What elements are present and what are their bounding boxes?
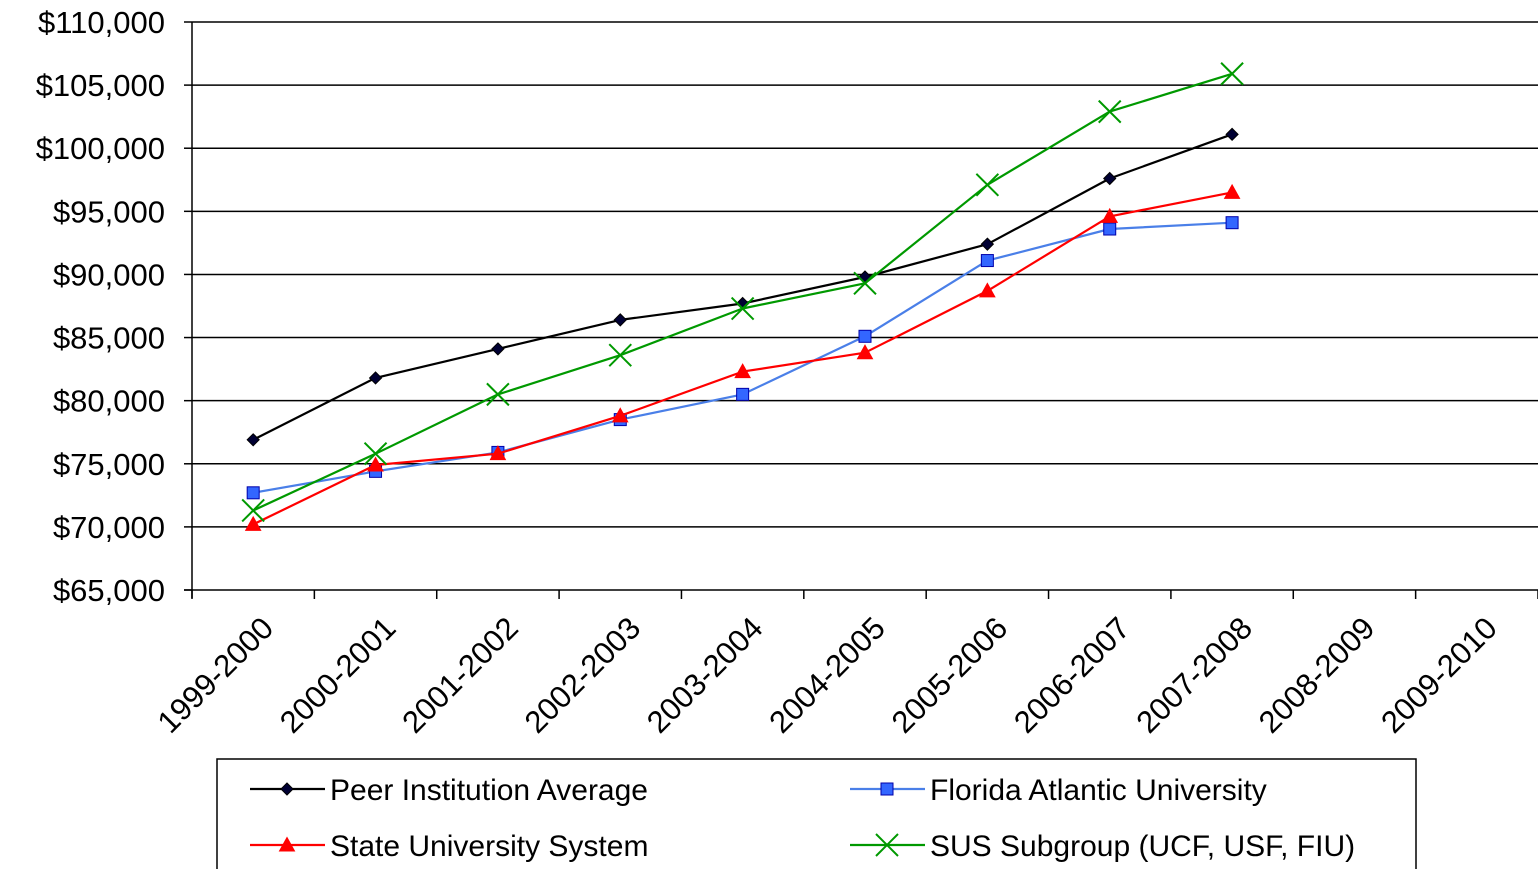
y-tick-label: $90,000	[53, 257, 165, 292]
data-point	[858, 329, 872, 343]
legend-item: Florida Atlantic University	[850, 774, 1267, 807]
y-tick-label: $95,000	[53, 194, 165, 229]
series-group	[241, 62, 1244, 531]
axes	[184, 21, 1538, 599]
data-point	[736, 387, 750, 401]
data-point	[367, 456, 384, 472]
legend-marker	[875, 833, 899, 857]
data-point	[1220, 62, 1244, 86]
series-1	[246, 216, 1239, 500]
data-point	[613, 313, 627, 327]
x-tick-label: 2008-2009	[1252, 610, 1382, 740]
data-point	[1098, 99, 1122, 124]
legend-marker	[880, 782, 894, 796]
x-tick-label: 2000-2001	[273, 610, 403, 740]
data-point	[979, 282, 996, 298]
x-tick-label: 2001-2002	[395, 610, 525, 740]
y-tick-label: $65,000	[53, 573, 165, 608]
x-tick-label: 2009-2010	[1374, 610, 1504, 740]
data-point	[246, 433, 260, 447]
data-point	[853, 271, 877, 295]
legend-label: Florida Atlantic University	[930, 774, 1267, 807]
series-line	[253, 221, 1233, 494]
data-point	[730, 296, 755, 321]
x-tick-label: 2002-2003	[518, 610, 648, 740]
data-point	[246, 486, 260, 500]
x-tick-label: 2003-2004	[640, 610, 770, 740]
legend-marker	[280, 782, 294, 796]
data-point	[489, 445, 507, 461]
y-tick-label: $70,000	[53, 510, 165, 545]
x-tick-label: 2004-2005	[762, 610, 892, 740]
y-tick-label: $100,000	[36, 131, 165, 166]
series-3	[241, 62, 1244, 523]
legend-item: State University System	[250, 830, 648, 863]
legend-item: Peer Institution Average	[250, 774, 648, 807]
y-tick-labels: $65,000 $70,000 $75,000 $80,000 $85,000 $90,0…	[36, 5, 165, 608]
y-tick-label: $110,000	[38, 5, 165, 40]
data-point	[1225, 216, 1239, 230]
data-point	[734, 363, 751, 379]
legend-item: SUS Subgroup (UCF, USF, FIU)	[850, 830, 1355, 863]
data-point	[1103, 222, 1117, 236]
data-point	[1101, 207, 1119, 223]
y-tick-label: $105,000	[36, 68, 165, 103]
data-point	[363, 441, 388, 466]
x-tick-label: 2005-2006	[885, 610, 1015, 740]
legend-label: SUS Subgroup (UCF, USF, FIU)	[930, 830, 1355, 863]
y-tick-label: $75,000	[53, 447, 165, 482]
y-tick-label: $85,000	[53, 321, 165, 356]
x-tick-label: 2007-2008	[1129, 610, 1259, 740]
data-point	[1103, 171, 1117, 186]
data-point	[856, 344, 874, 360]
legend: Peer Institution Average Florida Atlantic…	[216, 758, 1417, 869]
legend-box	[216, 758, 1417, 869]
data-point	[486, 382, 510, 407]
series-line	[252, 191, 1233, 526]
series-2	[244, 183, 1241, 531]
data-point	[611, 407, 629, 423]
data-point	[980, 237, 995, 251]
series-line	[252, 72, 1233, 512]
data-point	[1225, 127, 1239, 142]
y-tick-label: $80,000	[53, 384, 165, 419]
x-tick-labels: 1999-20002000-20012001-20022002-20032003…	[151, 610, 1504, 740]
data-point	[980, 254, 994, 268]
data-point	[368, 371, 383, 385]
data-point	[241, 498, 265, 523]
x-tick-label: 2006-2007	[1007, 610, 1137, 740]
legend-label: Peer Institution Average	[330, 774, 648, 807]
data-point	[975, 173, 1000, 197]
x-tick-label: 1999-2000	[151, 610, 281, 740]
legend-marker	[278, 836, 296, 852]
data-point	[1223, 183, 1241, 199]
data-point	[491, 342, 505, 356]
data-point	[244, 515, 262, 531]
data-point	[608, 343, 632, 367]
legend-label: State University System	[330, 830, 648, 863]
